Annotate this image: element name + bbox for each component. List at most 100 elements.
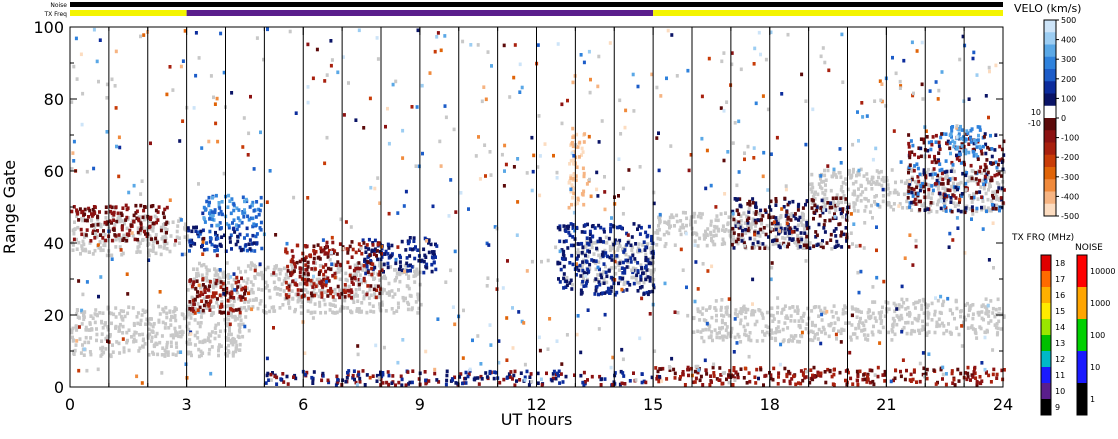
- ground-scatter-cell: [903, 181, 907, 185]
- ground-scatter-cell: [158, 340, 162, 345]
- velocity-echo-cell: [400, 239, 404, 244]
- velocity-echo-cell: [975, 145, 979, 149]
- velocity-echo-cell: [203, 285, 207, 289]
- velocity-echo-cell: [368, 253, 372, 257]
- ground-scatter-cell: [141, 226, 145, 230]
- velocity-echo-cell: [570, 202, 573, 207]
- velocity-echo-cell: [208, 217, 212, 221]
- velocity-echo-cell: [191, 306, 195, 311]
- velocity-echo-cell: [369, 259, 373, 263]
- velocity-echo-cell: [572, 154, 576, 158]
- ground-scatter-cell: [855, 198, 859, 202]
- velocity-echo-cell: [639, 274, 643, 279]
- velocity-echo-cell: [558, 249, 562, 254]
- velocity-echo-cell: [602, 227, 606, 232]
- velocity-echo-cell: [783, 227, 787, 231]
- velocity-echo-cell: [230, 91, 234, 95]
- velocity-echo-cell: [774, 203, 778, 207]
- ground-scatter-cell: [851, 332, 855, 336]
- ground-scatter-cell: [731, 233, 735, 237]
- ground-scatter-cell: [354, 288, 358, 292]
- velocity-echo-cell: [401, 338, 405, 342]
- ground-scatter-cell: [956, 202, 960, 206]
- ground-scatter-cell: [106, 307, 110, 311]
- velocity-echo-cell: [397, 380, 401, 385]
- velocity-echo-cell: [826, 367, 830, 372]
- velocity-echo-cell: [762, 383, 765, 387]
- ground-scatter-cell: [841, 190, 845, 194]
- velocity-echo-cell: [752, 146, 756, 150]
- velocity-echo-cell: [381, 371, 385, 375]
- ground-scatter-cell: [714, 225, 718, 230]
- velocity-echo-cell: [306, 85, 310, 89]
- velocity-echo-cell: [569, 243, 573, 248]
- velocity-echo-cell: [649, 261, 653, 266]
- velocity-echo-cell: [374, 249, 377, 254]
- ground-scatter-cell: [597, 54, 601, 59]
- ground-scatter-cell: [712, 242, 716, 247]
- velocity-echo-cell: [384, 124, 387, 129]
- ground-scatter-cell: [114, 237, 118, 242]
- velocity-echo-cell: [213, 208, 217, 212]
- ground-scatter-cell: [291, 266, 294, 271]
- velocity-echo-cell: [782, 379, 786, 383]
- velocity-echo-cell: [790, 230, 794, 234]
- ground-scatter-cell: [779, 215, 783, 219]
- velocity-echo-cell: [991, 206, 995, 211]
- ground-scatter-cell: [231, 287, 234, 291]
- velocity-echo-cell: [105, 130, 109, 134]
- velocity-echo-cell: [642, 240, 646, 244]
- velocity-echo-cell: [782, 205, 786, 209]
- velocity-echo-cell: [931, 188, 935, 193]
- ground-scatter-cell: [830, 309, 834, 314]
- velocity-echo-cell: [964, 173, 968, 178]
- ground-scatter-cell: [675, 219, 679, 224]
- ground-scatter-cell: [136, 249, 140, 253]
- velocity-echo-cell: [650, 375, 654, 380]
- ground-scatter-cell: [933, 309, 937, 314]
- velocity-echo-cell: [812, 244, 816, 249]
- velocity-echo-cell: [128, 228, 132, 233]
- ground-scatter-cell: [839, 331, 843, 336]
- ground-scatter-cell: [71, 243, 75, 247]
- ground-scatter-cell: [361, 290, 365, 294]
- ground-scatter-cell: [165, 241, 169, 246]
- ground-scatter-cell: [352, 300, 356, 304]
- ground-scatter-cell: [213, 273, 217, 278]
- velocity-echo-cell: [951, 238, 955, 242]
- velocity-echo-cell: [243, 297, 247, 301]
- velocity-echo-cell: [512, 75, 516, 80]
- ground-scatter-cell: [860, 329, 864, 333]
- velocity-echo-cell: [908, 182, 912, 186]
- ground-scatter-cell: [874, 202, 878, 206]
- velocity-echo-cell: [984, 179, 988, 184]
- velocity-echo-cell: [96, 222, 100, 227]
- velocity-echo-cell: [367, 237, 371, 242]
- velocity-echo-cell: [907, 189, 911, 194]
- ground-scatter-cell: [709, 230, 713, 235]
- velocity-echo-cell: [127, 190, 131, 195]
- velocity-echo-cell: [210, 217, 214, 221]
- ground-scatter-cell: [804, 237, 808, 241]
- velocity-echo-cell: [582, 140, 586, 144]
- velocity-echo-cell: [578, 263, 582, 268]
- ground-scatter-cell: [328, 308, 332, 312]
- velocity-echo-cell: [957, 132, 961, 136]
- ground-scatter-cell: [72, 338, 76, 342]
- ground-scatter-cell: [282, 279, 286, 283]
- velocity-echo-cell: [774, 227, 778, 232]
- velocity-echo-cell: [385, 380, 389, 385]
- velocity-echo-cell: [595, 170, 599, 175]
- velocity-echo-cell: [252, 241, 256, 245]
- velocity-echo-cell: [796, 204, 800, 209]
- velocity-echo-cell: [579, 53, 583, 57]
- ground-scatter-cell: [634, 277, 638, 281]
- velocity-echo-cell: [331, 295, 335, 299]
- velocity-echo-cell: [505, 376, 509, 380]
- velocity-echo-cell: [210, 295, 214, 299]
- velocity-echo-cell: [759, 52, 762, 57]
- velocity-echo-cell: [834, 196, 838, 200]
- ground-scatter-cell: [106, 325, 110, 329]
- velocity-echo-cell: [598, 267, 601, 272]
- velocity-echo-cell: [899, 160, 903, 164]
